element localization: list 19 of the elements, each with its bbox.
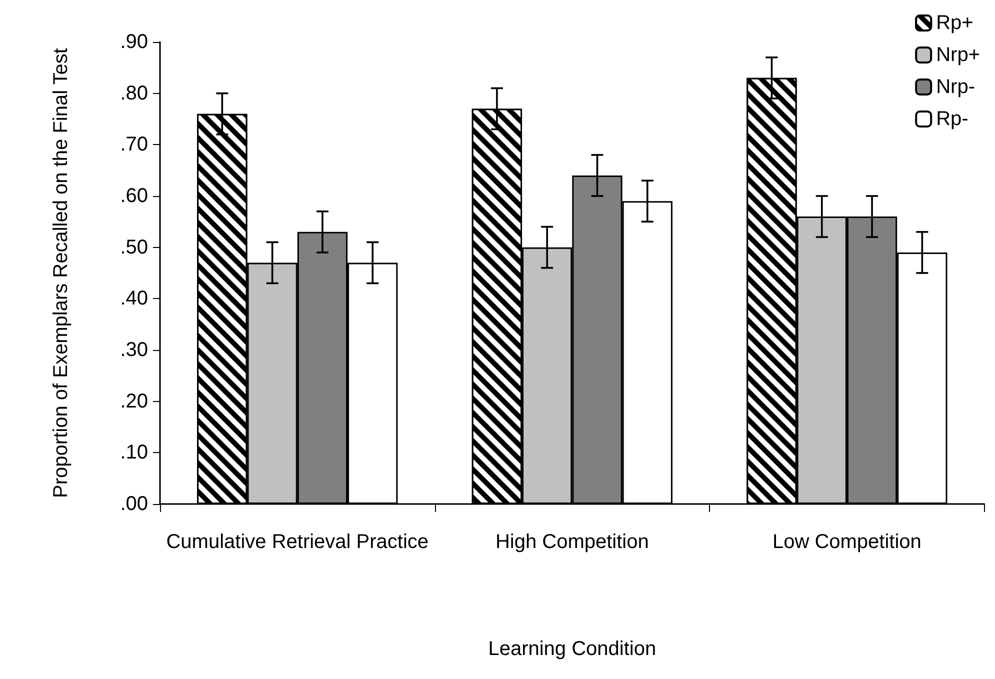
y-tick-label: .20 xyxy=(120,390,148,412)
x-axis-title: Learning Condition xyxy=(488,638,656,660)
y-axis-title: Proportion of Exemplars Recalled on the Final Test xyxy=(50,48,72,498)
legend-label: Rp+ xyxy=(936,12,974,34)
y-tick-label: .00 xyxy=(120,493,148,515)
y-tick-label: .10 xyxy=(120,442,148,464)
y-tick-label: .90 xyxy=(120,31,148,53)
y-tick-label: .80 xyxy=(120,82,148,104)
x-tick-label: Cumulative Retrieval Practice xyxy=(166,531,429,553)
legend-label: Rp- xyxy=(936,108,968,130)
y-tick-label: .50 xyxy=(120,236,148,258)
x-tick-label: Low Competition xyxy=(772,531,922,553)
x-tick-label: High Competition xyxy=(495,531,649,553)
y-tick-label: .60 xyxy=(120,185,148,207)
y-tick-label: .70 xyxy=(120,134,148,156)
y-tick-label: .40 xyxy=(120,288,148,310)
y-tick-label: .30 xyxy=(120,339,148,361)
legend-label: Nrp+ xyxy=(936,44,980,66)
legend-label: Nrp- xyxy=(936,76,975,98)
